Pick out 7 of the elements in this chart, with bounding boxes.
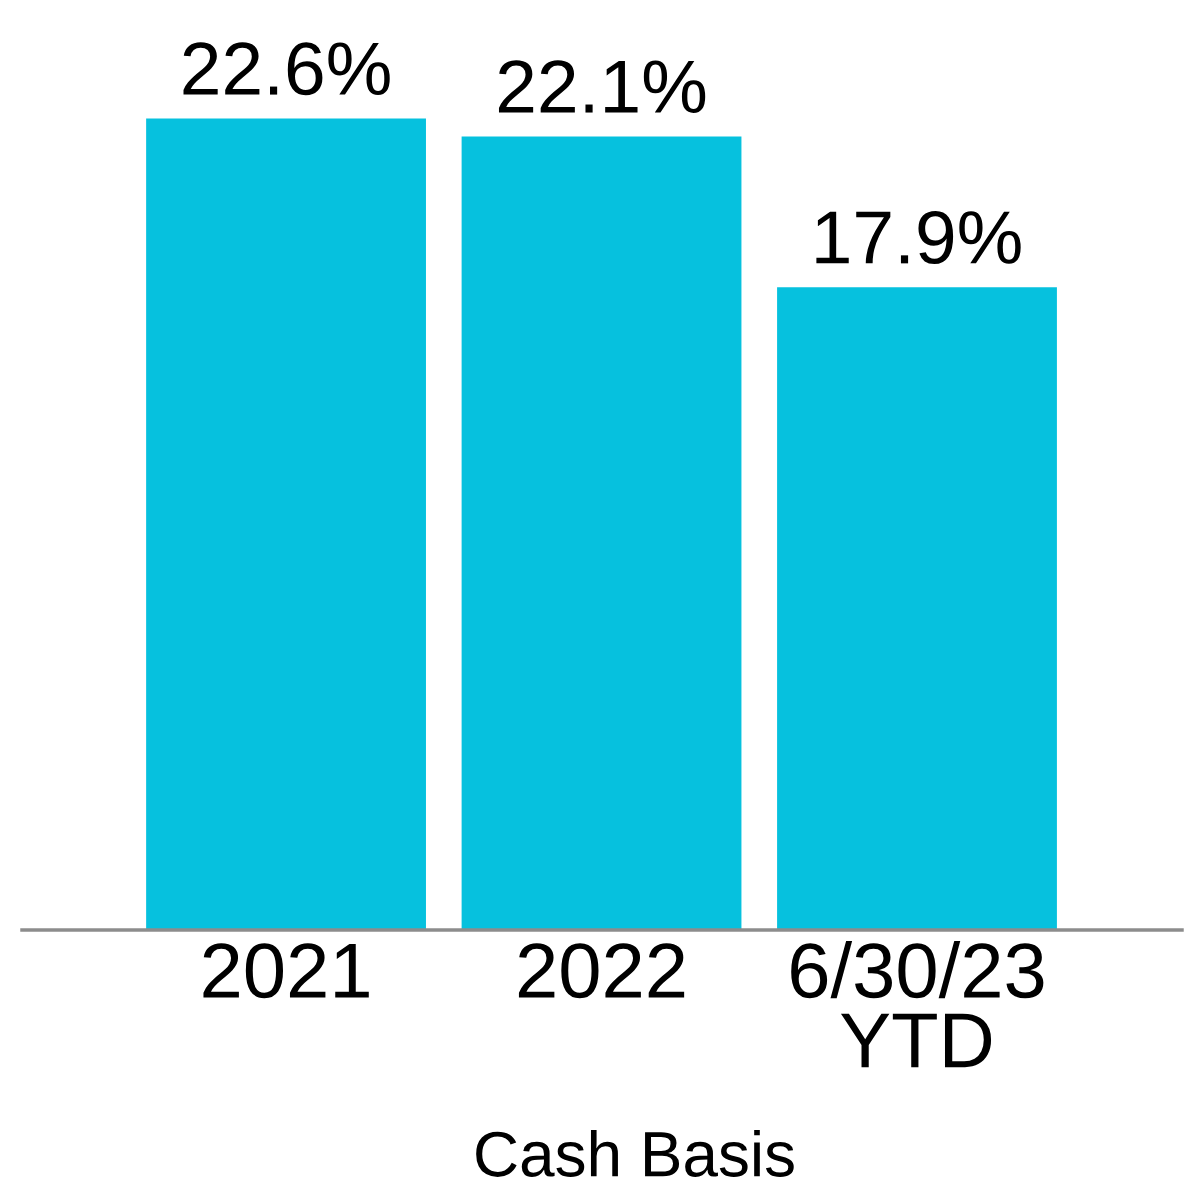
x-tick-label: 6/30/23 YTD xyxy=(791,941,1044,1068)
data-label: 17.9% xyxy=(816,210,1021,265)
x-tick-label: 2021 xyxy=(203,943,369,999)
x-axis-title: Cash Basis xyxy=(476,1129,794,1177)
data-label: 22.6% xyxy=(183,42,390,96)
x-tick-label: 2022 xyxy=(518,943,685,999)
data-label: 22.1% xyxy=(498,60,706,113)
